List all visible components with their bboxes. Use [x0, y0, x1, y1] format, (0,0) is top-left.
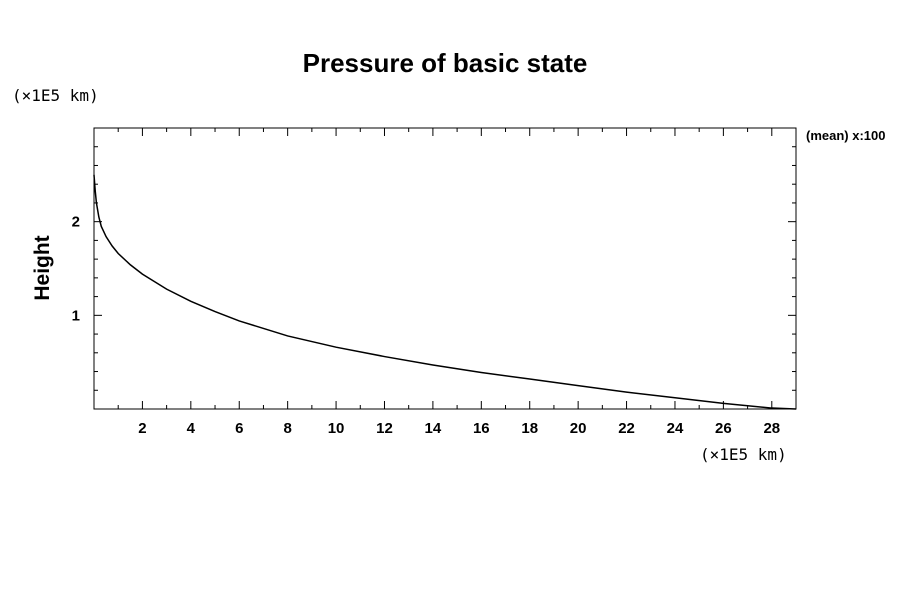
- x-tick-label: 28: [763, 420, 780, 437]
- y-tick-label: 1: [72, 307, 80, 324]
- y-axis-label: Height: [31, 235, 54, 300]
- plot-frame: [93, 127, 797, 410]
- y-axis-unit: (×1E5 km): [12, 86, 99, 105]
- axis-ticks: [94, 128, 796, 409]
- x-tick-label: 20: [570, 420, 587, 437]
- x-tick-label: 12: [376, 420, 393, 437]
- x-tick-label: 22: [618, 420, 635, 437]
- x-tick-label: 10: [328, 420, 345, 437]
- x-tick-label: 2: [138, 420, 146, 437]
- x-tick-label: 16: [473, 420, 490, 437]
- x-tick-label: 26: [715, 420, 732, 437]
- x-tick-label: 4: [187, 420, 196, 437]
- chart-title: Pressure of basic state: [303, 48, 588, 78]
- x-tick-label: 6: [235, 420, 243, 437]
- x-tick-label: 18: [521, 420, 538, 437]
- x-axis-unit: (×1E5 km): [700, 445, 787, 464]
- y-tick-label: 2: [72, 214, 80, 231]
- x-tick-label: 8: [283, 420, 291, 437]
- series-curve: [93, 174, 797, 410]
- mean-annotation: (mean) x:100: [806, 128, 885, 143]
- x-tick-label: 24: [667, 420, 684, 437]
- x-tick-label: 14: [425, 420, 442, 437]
